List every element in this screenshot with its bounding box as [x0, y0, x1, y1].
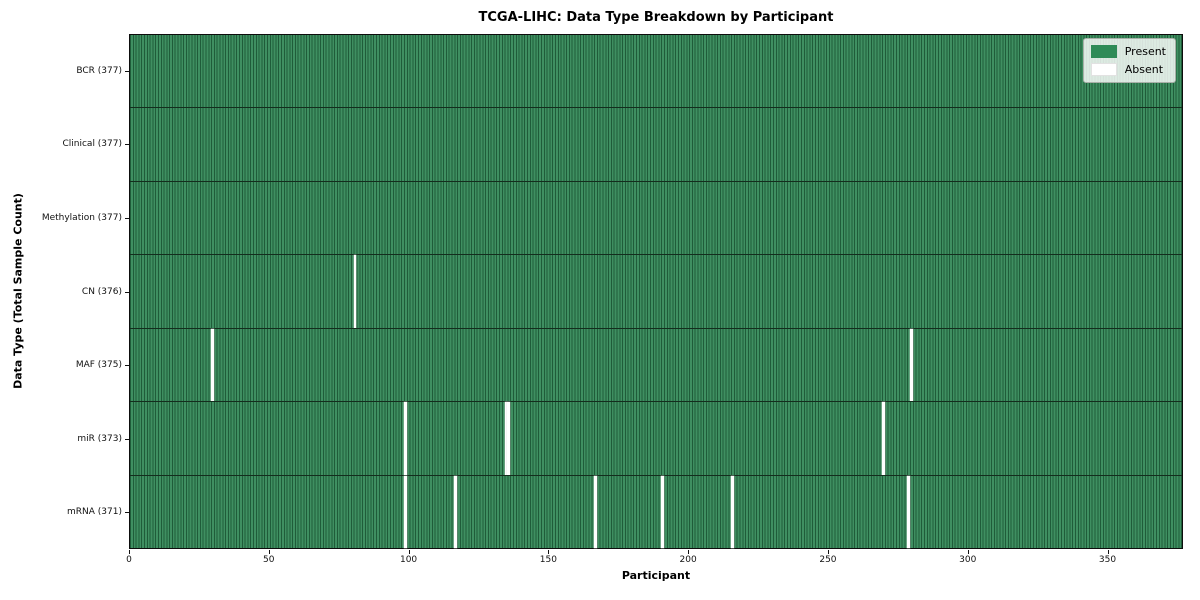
absent-mark: [353, 255, 357, 328]
heatmap-row-MAF: [130, 327, 1182, 402]
x-tick-mark: [408, 550, 410, 554]
y-tick-label-miR: miR (373): [77, 433, 122, 444]
heatmap-row-mRNA: [130, 474, 1182, 548]
legend-item-present: Present: [1090, 45, 1166, 58]
y-tick-label-MAF: MAF (375): [75, 360, 122, 371]
x-tick-label: 350: [1098, 555, 1117, 565]
y-axis-label: Data Type (Total Sample Count): [11, 193, 25, 389]
x-tick-label: 150: [539, 555, 557, 565]
y-tick-mark: [125, 291, 129, 293]
present-swatch: [1090, 45, 1117, 58]
y-tick-mark: [125, 144, 129, 146]
legend-label-present: Present: [1124, 45, 1166, 58]
absent-mark: [211, 328, 214, 402]
absent-mark: [403, 402, 407, 475]
absent-mark: [507, 402, 511, 475]
x-tick-mark: [268, 550, 270, 554]
y-tick-mark: [125, 365, 129, 367]
y-tick-label-mRNA: mRNA (371): [67, 507, 122, 518]
legend-item-absent: Absent: [1090, 63, 1166, 76]
heatmap-row-Methylation: [130, 180, 1182, 255]
x-tick-mark: [1107, 550, 1109, 554]
absent-mark: [504, 402, 508, 475]
legend-label-absent: Absent: [1124, 63, 1164, 76]
absent-mark: [594, 475, 597, 548]
legend: Present Absent: [1082, 38, 1176, 83]
x-tick-label: 0: [126, 555, 132, 565]
y-tick-label-Methylation: Methylation (377): [41, 212, 122, 223]
absent-mark: [882, 402, 885, 475]
x-tick-mark: [688, 550, 690, 554]
x-axis-label: Participant: [621, 569, 691, 582]
x-tick-mark: [129, 550, 130, 554]
y-tick-label-CN: CN (376): [81, 286, 122, 297]
plot-area: Present Absent: [129, 34, 1183, 549]
absent-mark: [661, 475, 664, 548]
absent-swatch: [1090, 63, 1117, 76]
chart-title: TCGA-LIHC: Data Type Breakdown by Partic…: [478, 10, 834, 25]
heatmap-row-BCR: [130, 35, 1182, 108]
absent-mark: [907, 475, 910, 548]
absent-mark: [731, 475, 734, 548]
x-tick-mark: [827, 550, 829, 554]
heatmap-rows: [130, 35, 1182, 548]
y-tick-mark: [125, 217, 129, 219]
x-tick-mark: [967, 550, 969, 554]
x-tick-label: 250: [819, 555, 837, 565]
heatmap-row-Clinical: [130, 107, 1182, 181]
y-tick-mark: [125, 438, 129, 440]
x-tick-label: 300: [959, 555, 977, 565]
y-tick-mark: [125, 512, 129, 514]
x-tick-label: 100: [399, 555, 418, 565]
y-tick-label-Clinical: Clinical (377): [62, 139, 122, 150]
heatmap-row-CN: [130, 254, 1182, 328]
absent-mark: [403, 475, 407, 548]
heatmap-row-miR: [130, 401, 1182, 475]
x-tick-label: 50: [263, 555, 275, 565]
x-tick-mark: [548, 550, 550, 554]
x-tick-label: 200: [679, 555, 697, 565]
y-tick-label-BCR: BCR (377): [76, 65, 122, 76]
absent-mark: [910, 328, 913, 402]
absent-mark: [454, 475, 458, 548]
y-tick-mark: [125, 70, 129, 72]
